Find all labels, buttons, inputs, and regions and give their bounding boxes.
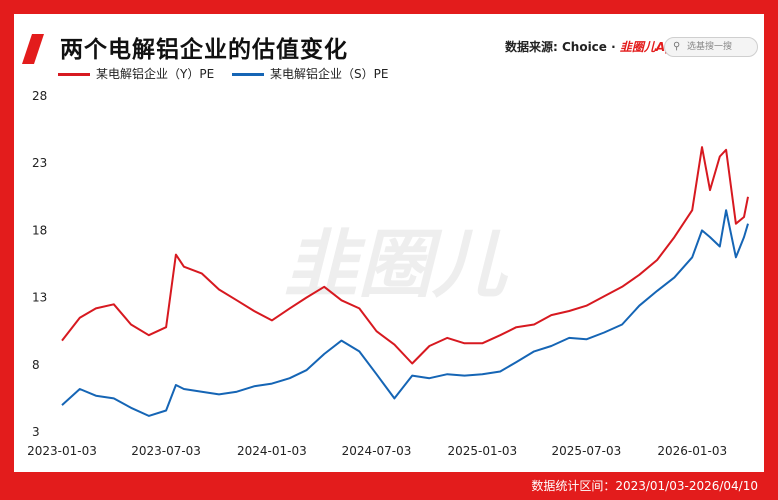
search-input[interactable]: ⚲ 选基搜一搜 [664,37,758,57]
y-axis: 3 8 13 18 23 28 [32,89,47,439]
legend-label-y: 某电解铝企业（Y）PE [96,67,215,81]
legend-swatch-y [58,73,90,76]
legend-label-s: 某电解铝企业（S）PE [270,67,389,81]
x-tick-label: 2024-07-03 [342,444,412,458]
y-tick-label: 23 [32,156,47,170]
x-tick-label: 2025-01-03 [447,444,517,458]
legend-swatch-s [232,73,264,76]
series-line-y [61,146,749,365]
legend-item-y: 某电解铝企业（Y）PE [58,65,214,82]
footer: 数据统计区间：2023/01/03-2026/04/10 [0,472,778,500]
date-range: 数据统计区间：2023/01/03-2026/04/10 [531,479,758,493]
y-tick-label: 3 [32,425,40,439]
x-tick-label: 2026-01-03 [657,444,727,458]
x-tick-label: 2023-01-03 [27,444,97,458]
x-tick-label: 2024-01-03 [237,444,307,458]
y-tick-label: 28 [32,89,47,103]
y-tick-label: 18 [32,223,47,237]
series-line-s [61,209,749,417]
x-axis: 2023-01-03 2023-07-03 2024-01-03 2024-07-03… [27,444,727,458]
y-tick-label: 8 [32,358,40,372]
series-lines [61,146,749,417]
x-tick-label: 2023-07-03 [131,444,201,458]
legend-item-s: 某电解铝企业（S）PE [232,65,388,82]
source-prefix: 数据来源: Choice · [505,40,620,54]
search-icon: ⚲ [673,41,681,52]
x-tick-label: 2025-07-03 [552,444,622,458]
chart-card [14,14,764,472]
y-tick-label: 13 [32,291,47,305]
title-slash-icon [22,34,44,64]
search-placeholder: 选基搜一搜 [687,42,733,52]
watermark: 韭圈儿 [284,222,509,308]
page-title: 两个电解铝企业的估值变化 [60,37,348,63]
